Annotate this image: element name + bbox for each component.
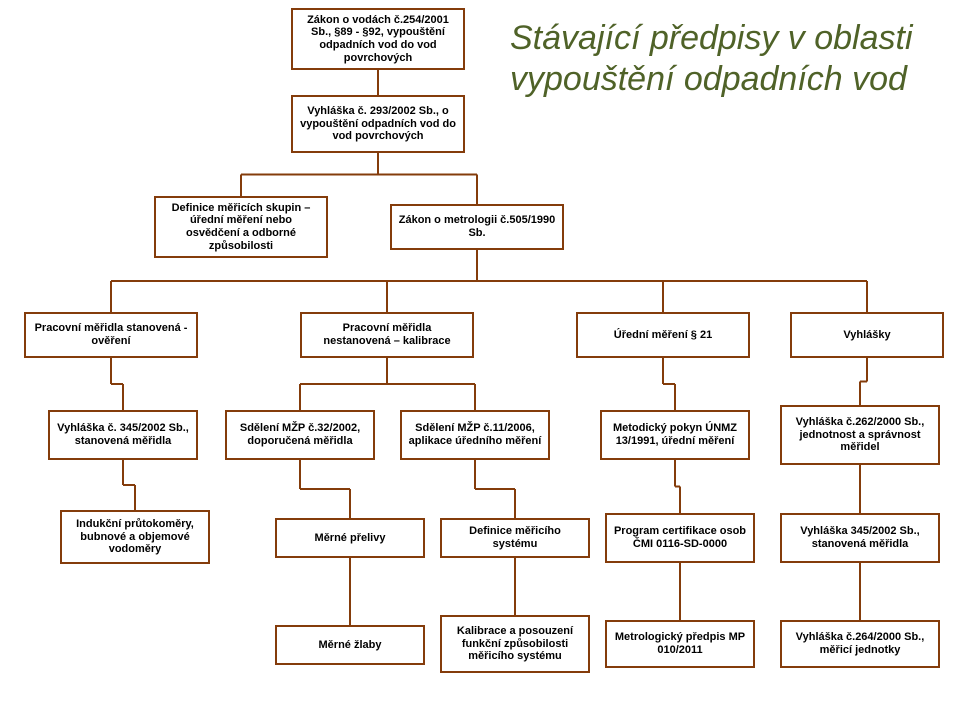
node-n2: Vyhláška č. 293/2002 Sb., o vypouštění o…: [291, 95, 465, 153]
node-n20: Kalibrace a posouzení funkční způsobilos…: [440, 615, 590, 673]
node-n7: Úřední měření § 21: [576, 312, 750, 358]
node-n15: Měrné přelivy: [275, 518, 425, 558]
node-n12: Metodický pokyn ÚNMZ 13/1991, úřední měř…: [600, 410, 750, 460]
node-n9: Vyhláška č. 345/2002 Sb., stanovená měři…: [48, 410, 198, 460]
node-n21: Metrologický předpis MP 010/2011: [605, 620, 755, 668]
node-n5: Pracovní měřidla stanovená - ověření: [24, 312, 198, 358]
node-n3: Definice měřicích skupin – úřední měření…: [154, 196, 328, 258]
node-n10: Sdělení MŽP č.32/2002, doporučená měřidl…: [225, 410, 375, 460]
node-n13: Vyhláška č.262/2000 Sb., jednotnost a sp…: [780, 405, 940, 465]
diagram-stage: Stávající předpisy v oblasti vypouštění …: [0, 0, 960, 716]
node-n4: Zákon o metrologii č.505/1990 Sb.: [390, 204, 564, 250]
node-n16: Definice měřicího systému: [440, 518, 590, 558]
node-n14: Indukční průtokoměry, bubnové a objemové…: [60, 510, 210, 564]
node-n8: Vyhlášky: [790, 312, 944, 358]
node-n19: Měrné žlaby: [275, 625, 425, 665]
node-n18: Vyhláška 345/2002 Sb., stanovená měřidla: [780, 513, 940, 563]
node-n17: Program certifikace osob ČMI 0116-SD-000…: [605, 513, 755, 563]
node-n11: Sdělení MŽP č.11/2006, aplikace úředního…: [400, 410, 550, 460]
node-n1: Zákon o vodách č.254/2001 Sb., §89 - §92…: [291, 8, 465, 70]
node-n6: Pracovní měřidla nestanovená – kalibrace: [300, 312, 474, 358]
node-n22: Vyhláška č.264/2000 Sb., měřicí jednotky: [780, 620, 940, 668]
diagram-title: Stávající předpisy v oblasti vypouštění …: [510, 18, 940, 178]
